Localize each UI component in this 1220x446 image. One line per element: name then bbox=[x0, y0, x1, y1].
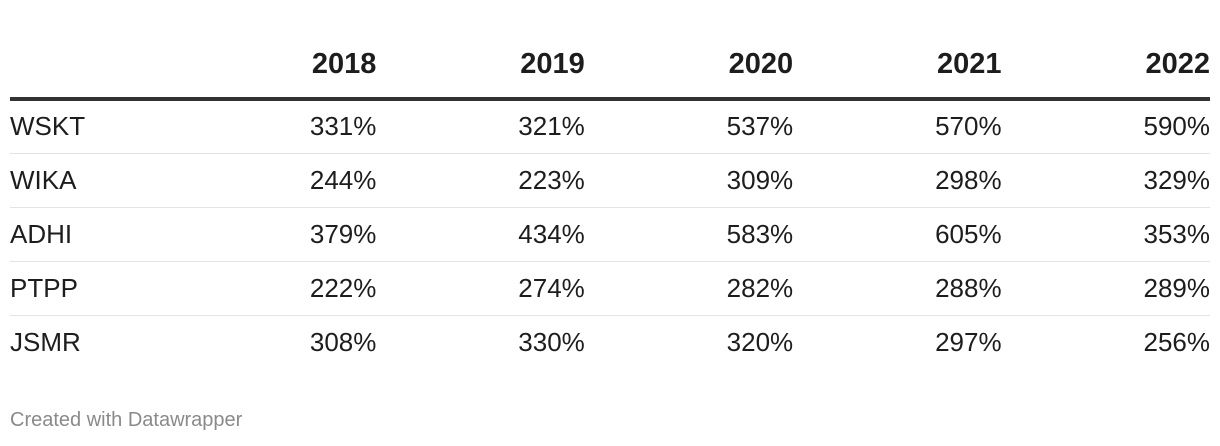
table-row: PTPP 222% 274% 282% 288% 289% bbox=[10, 261, 1210, 316]
row-label: JSMR bbox=[10, 326, 81, 357]
column-header-year: 2020 bbox=[584, 0, 794, 101]
table-row: WIKA 244% 223% 309% 298% 329% bbox=[10, 153, 1210, 208]
table-cell-value: 329% bbox=[1001, 153, 1210, 208]
row-label: WIKA bbox=[10, 153, 168, 208]
table-cell-value: 288% bbox=[793, 261, 1002, 316]
row-label: ADHI bbox=[10, 207, 168, 262]
column-header-year: 2018 bbox=[168, 0, 377, 101]
table-cell-value: 308% bbox=[309, 326, 377, 357]
table-body: WSKT 331% 321% 537% 570% 590% WIKA 244% 223% 309%… bbox=[10, 99, 1210, 369]
table-cell-value: 353% bbox=[1001, 207, 1210, 262]
table-cell-value: 321% bbox=[376, 99, 585, 154]
table-cell-value: 570% bbox=[793, 99, 1002, 154]
table-row: JSMR 308% 330% 320% 297% 256% bbox=[10, 315, 1210, 369]
table-cell-value: 282% bbox=[584, 261, 794, 316]
table-cell-value: 289% bbox=[1001, 261, 1210, 316]
table-cell-value: 590% bbox=[1001, 99, 1210, 154]
column-header-year: 2021 bbox=[793, 0, 1002, 101]
column-header-year: 2019 bbox=[376, 0, 585, 101]
table-row: ADHI 379% 434% 583% 605% 353% bbox=[10, 207, 1210, 262]
table-cell-value: 297% bbox=[935, 326, 1002, 357]
data-table: 2018 2019 2020 2021 2022 WSKT 331% 321% 537% 570… bbox=[10, 0, 1210, 369]
table-cell-value: 331% bbox=[168, 99, 377, 154]
row-label: WSKT bbox=[10, 99, 168, 154]
table-header: 2018 2019 2020 2021 2022 bbox=[10, 0, 1210, 101]
table-cell-value: 330% bbox=[518, 326, 585, 357]
table-cell-value: 379% bbox=[168, 207, 377, 262]
header-row: 2018 2019 2020 2021 2022 bbox=[10, 0, 1210, 101]
table-cell-value: 434% bbox=[376, 207, 585, 262]
table-cell-value: 274% bbox=[376, 261, 585, 316]
column-header-name bbox=[10, 0, 168, 101]
row-label: PTPP bbox=[10, 261, 168, 316]
table-cell-value: 309% bbox=[584, 153, 794, 208]
table-cell-value: 298% bbox=[793, 153, 1002, 208]
table-cell-value: 605% bbox=[793, 207, 1002, 262]
table-cell-value: 244% bbox=[168, 153, 377, 208]
table-cell-value: 537% bbox=[584, 99, 794, 154]
table-cell-value: 222% bbox=[168, 261, 377, 316]
column-header-year: 2022 bbox=[1001, 0, 1210, 101]
table-cell-value: 256% bbox=[1143, 326, 1211, 357]
table-row: WSKT 331% 321% 537% 570% 590% bbox=[10, 99, 1210, 154]
table-cell-value: 223% bbox=[376, 153, 585, 208]
footer-credit[interactable]: Created with Datawrapper bbox=[10, 409, 243, 431]
table-cell-value: 583% bbox=[584, 207, 794, 262]
table-cell-value: 320% bbox=[726, 326, 794, 357]
data-table-container: 2018 2019 2020 2021 2022 WSKT 331% 321% 537% 570… bbox=[10, 0, 1210, 369]
